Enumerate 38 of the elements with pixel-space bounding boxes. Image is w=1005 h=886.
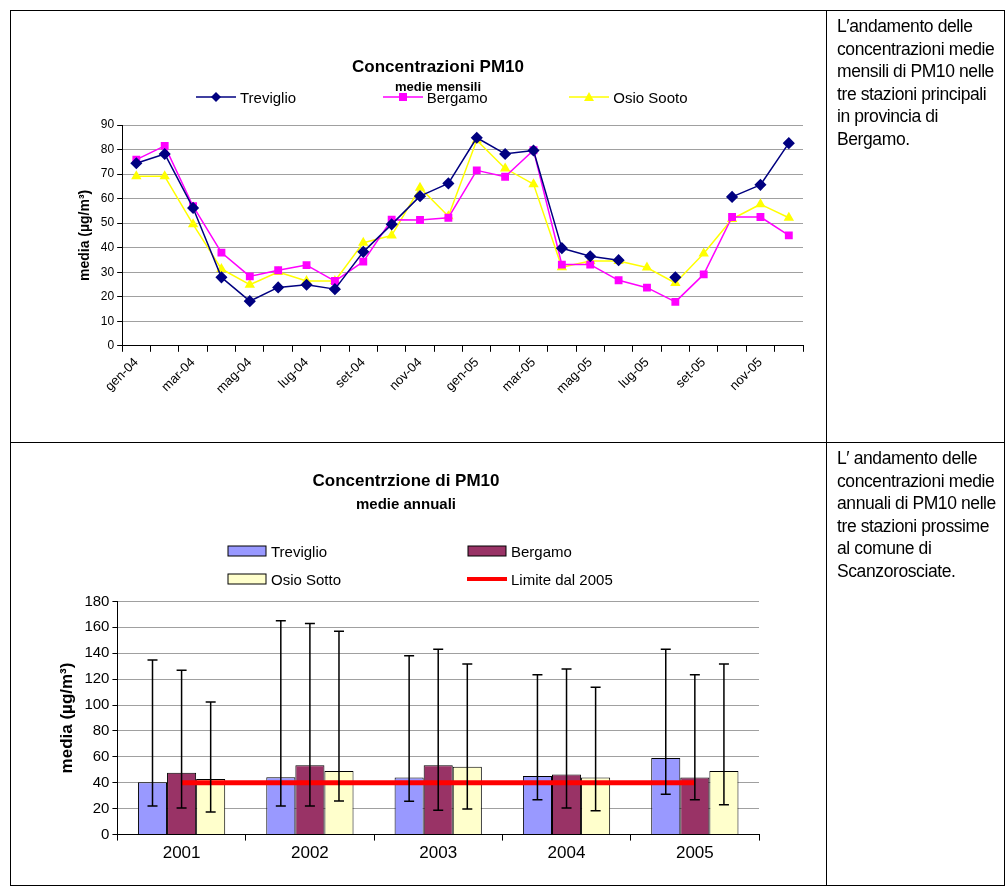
legend-label: Osio Sotto (271, 570, 342, 588)
x-tick-label: 2002 (290, 843, 329, 863)
text: L′andamento delle concentrazioni medie mensili di PM10 nelle tre stazioni principali in provincia di Bergamo. (837, 15, 996, 150)
legend-label: Bergamo (511, 542, 572, 560)
y-tick-label: 20 (92, 798, 110, 816)
chart-title: Concentrazioni PM10 (352, 56, 524, 76)
y-tick-label: 0 (101, 824, 110, 842)
y-tick-label: 140 (84, 643, 110, 661)
y-tick-label: 120 (84, 669, 110, 687)
y-tick-label: 20 (100, 289, 115, 304)
legend-label: Treviglio (271, 542, 328, 560)
legend-label: Limite dal 2005 (511, 570, 613, 588)
y-axis-title: media (µg/m³) (56, 662, 76, 774)
x-tick-label: 2003 (419, 843, 458, 863)
y-tick-label: 30 (100, 264, 115, 279)
y-tick-label: 80 (92, 721, 110, 739)
y-tick-label: 40 (100, 239, 115, 254)
y-tick-label: 50 (100, 215, 115, 230)
chart-subtitle: medie annuali (355, 494, 457, 512)
y-axis-title: media (µg/m³) (76, 189, 93, 282)
legend-label: Osio Sooto (613, 88, 688, 106)
y-tick-label: 90 (100, 117, 115, 132)
x-tick-label: 2001 (162, 843, 201, 863)
chart-title: Concentrzione di PM10 (312, 470, 500, 490)
x-tick-label: 2004 (547, 843, 586, 863)
y-tick-label: 80 (100, 141, 115, 156)
y-tick-label: 160 (84, 617, 110, 635)
legend-label: Treviglio (240, 88, 297, 106)
y-tick-label: 70 (100, 166, 115, 181)
y-tick-label: 40 (92, 772, 110, 790)
y-tick-label: 60 (100, 190, 115, 205)
y-tick-label: 0 (107, 338, 115, 353)
y-tick-label: 180 (84, 591, 110, 609)
y-tick-label: 100 (84, 695, 110, 713)
y-tick-label: 10 (100, 313, 115, 328)
x-tick-label: 2005 (675, 843, 714, 863)
text: L′ andamento delle concentrazioni medie annuali di PM10 nelle tre stazioni prossime al comune di Scanzorosciate. (837, 447, 997, 582)
y-tick-label: 60 (92, 747, 110, 765)
